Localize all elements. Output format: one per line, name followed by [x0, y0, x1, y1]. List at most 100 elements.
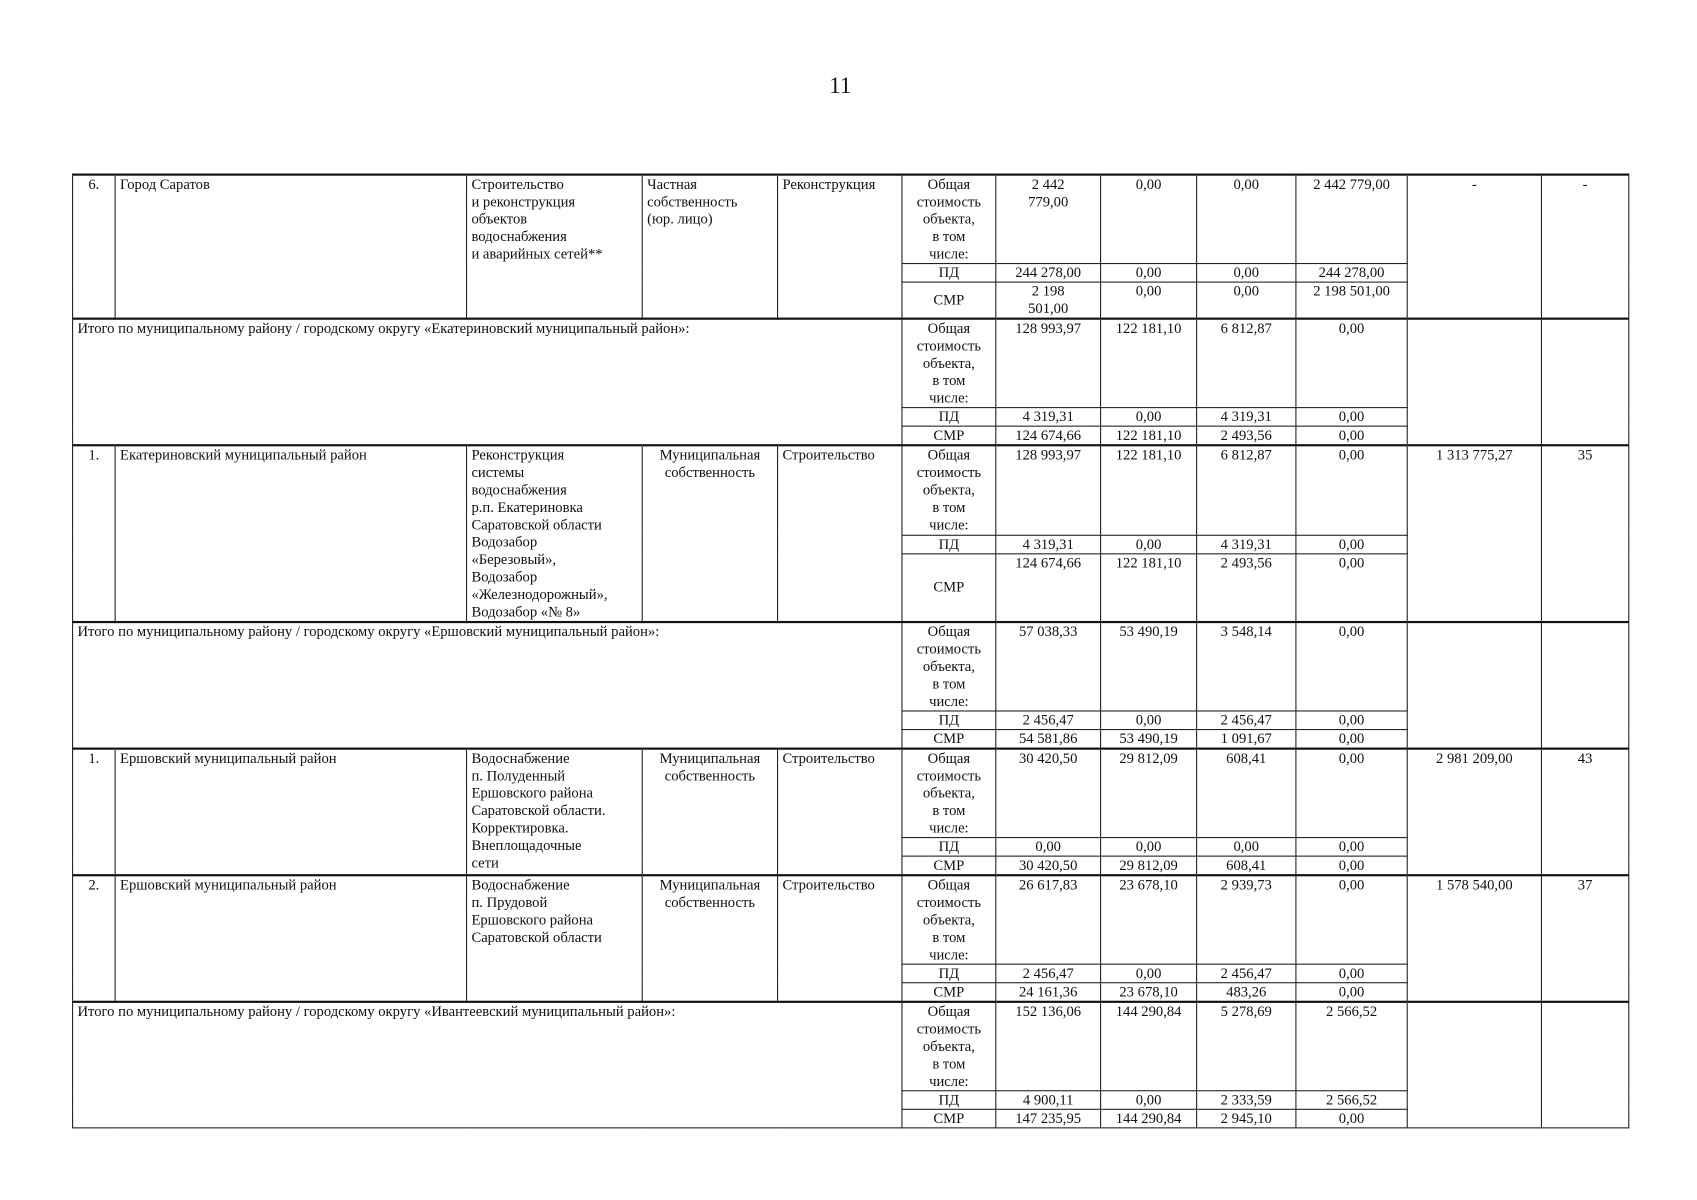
total-row: СМР 54 581,86 53 490,19 1 091,67 0,00 [73, 729, 1629, 750]
amount-cell: 0,00 [1196, 173, 1297, 265]
page-number: 11 [829, 72, 852, 99]
amount-cell: 53 490,19 [1100, 729, 1198, 750]
amount-cell: 2 456,47 [995, 710, 1102, 731]
cost-type-label: ПД [901, 837, 997, 857]
amount-cell: 0,00 [1100, 1090, 1198, 1110]
table-row: ПД 4 319,31 0,00 4 319,31 0,00 [73, 534, 1629, 555]
term: 37 [1540, 874, 1630, 1003]
ownership-form: Муниципальная собственность [641, 747, 779, 876]
cost-type-label: ПД [901, 534, 997, 555]
ownership-form: Муниципальная собственность [641, 874, 779, 1003]
amount-cell: 0,00 [1295, 729, 1408, 750]
row-number: 6. [72, 173, 116, 320]
amount-cell: 2 493,56 [1196, 553, 1297, 623]
amount-cell: 54 581,86 [995, 729, 1102, 750]
amount-cell: 0,00 [1295, 425, 1408, 446]
row-number: 2. [72, 874, 116, 1003]
term: - [1540, 173, 1630, 320]
capacity-cost [1406, 1000, 1543, 1129]
capacity-cost: 2 981 209,00 [1406, 747, 1543, 876]
amount-cell: 0,00 [1100, 963, 1198, 984]
amount-cell: 124 674,66 [995, 425, 1102, 446]
amount-cell: 0,00 [1295, 1108, 1408, 1129]
total-label: Итого по муниципальному району / городск… [72, 620, 903, 750]
amount-cell: 2 945,10 [1196, 1108, 1297, 1129]
amount-cell: 6 812,87 [1196, 317, 1297, 409]
municipality-name: Город Саратов [114, 173, 468, 320]
amount-cell: 2 939,73 [1196, 874, 1297, 965]
amount-cell: 0,00 [1295, 874, 1408, 965]
object-description: Водоснабжение п. Прудовой Ершовского рай… [465, 874, 643, 1003]
cost-type-label: СМР [901, 281, 997, 320]
amount-cell: 1 091,67 [1196, 729, 1297, 750]
amount-cell: 30 420,50 [995, 747, 1102, 839]
cost-type-label: Общая стоимость объекта, в том числе: [901, 874, 997, 965]
amount-cell: 0,00 [1100, 534, 1198, 555]
total-row: ПД 2 456,47 0,00 2 456,47 0,00 [73, 710, 1629, 731]
amount-cell: 26 617,83 [995, 874, 1102, 965]
amount-cell: 4 900,11 [995, 1090, 1102, 1110]
amount-cell: 0,00 [1295, 837, 1408, 857]
amount-cell: 0,00 [1196, 837, 1297, 857]
amount-cell: 2 442 779,00 [995, 173, 1102, 265]
cost-type-label: Общая стоимость объекта, в том числе: [901, 747, 997, 839]
amount-cell: 2 442 779,00 [1295, 173, 1408, 265]
cost-type-label: Общая стоимость объекта, в том числе: [901, 173, 997, 265]
table-row: ПД 0,00 0,00 0,00 0,00 [73, 837, 1629, 857]
capacity-cost [1406, 317, 1543, 446]
amount-cell: 608,41 [1196, 747, 1297, 839]
cost-type-label: ПД [901, 710, 997, 731]
amount-cell: 147 235,95 [995, 1108, 1102, 1129]
amount-cell: 24 161,36 [995, 982, 1102, 1003]
amount-cell: 2 566,52 [1295, 1090, 1408, 1110]
total-label: Итого по муниципальному району / городск… [72, 1000, 903, 1129]
amount-cell: 0,00 [1100, 710, 1198, 731]
amount-cell: 122 181,10 [1100, 444, 1198, 536]
capacity-cost: - [1406, 173, 1543, 320]
municipality-name: Ершовский муниципальный район [114, 747, 468, 876]
work-type: Строительство [777, 747, 903, 876]
amount-cell: 0,00 [1295, 444, 1408, 536]
amount-cell: 244 278,00 [1295, 263, 1408, 283]
table-row: 1. Ершовский муниципальный район Водоснабж… [72, 747, 1630, 876]
table-row: СМР 24 161,36 23 678,10 483,26 0,00 [73, 982, 1629, 1003]
cost-type-label: ПД [901, 407, 997, 427]
amount-cell: 144 290,84 [1100, 1108, 1198, 1129]
work-type: Строительство [777, 874, 903, 1003]
term: 35 [1540, 444, 1630, 623]
amount-cell: 53 490,19 [1100, 620, 1198, 712]
amount-cell: 0,00 [995, 837, 1102, 857]
objects-table: 6. Город Саратов Строительство и реконстру… [72, 173, 1630, 1129]
amount-cell: 0,00 [1100, 263, 1198, 283]
table-row: 6. Город Саратов Строительство и реконстру… [72, 173, 1630, 320]
amount-cell: 0,00 [1295, 982, 1408, 1003]
total-row: СМР 124 674,66 122 181,10 2 493,56 0,00 [73, 425, 1629, 446]
row-number: 1. [72, 747, 116, 876]
cost-type-label: СМР [901, 425, 997, 446]
cost-type-label: Общая стоимость объекта, в том числе: [901, 444, 997, 536]
amount-cell: 2 333,59 [1196, 1090, 1297, 1110]
table-row: СМР 124 674,66 122 181,10 2 493,56 0,00 [73, 553, 1629, 623]
amount-cell: 0,00 [1295, 963, 1408, 984]
capacity-cost: 1 578 540,00 [1406, 874, 1543, 1003]
amount-cell: 6 812,87 [1196, 444, 1297, 536]
term [1540, 317, 1630, 446]
total-row: ПД 4 900,11 0,00 2 333,59 2 566,52 [73, 1090, 1629, 1110]
capacity-cost [1406, 620, 1543, 750]
object-description: Строительство и реконструкция объектов в… [465, 173, 643, 320]
term: 43 [1540, 747, 1630, 876]
amount-cell: 0,00 [1295, 620, 1408, 712]
amount-cell: 122 181,10 [1100, 553, 1198, 623]
cost-type-label: СМР [901, 982, 997, 1003]
amount-cell: 2 456,47 [1196, 963, 1297, 984]
cost-type-label: ПД [901, 963, 997, 984]
amount-cell: 0,00 [1295, 317, 1408, 409]
amount-cell: 5 278,69 [1196, 1000, 1297, 1092]
amount-cell: 0,00 [1295, 855, 1408, 876]
total-row: Итого по муниципальному району / городск… [72, 620, 1630, 750]
ownership-form: Муниципальная собственность [641, 444, 779, 623]
amount-cell: 144 290,84 [1100, 1000, 1198, 1092]
amount-cell: 23 678,10 [1100, 874, 1198, 965]
amount-cell: 2 493,56 [1196, 425, 1297, 446]
cost-type-label: ПД [901, 263, 997, 283]
